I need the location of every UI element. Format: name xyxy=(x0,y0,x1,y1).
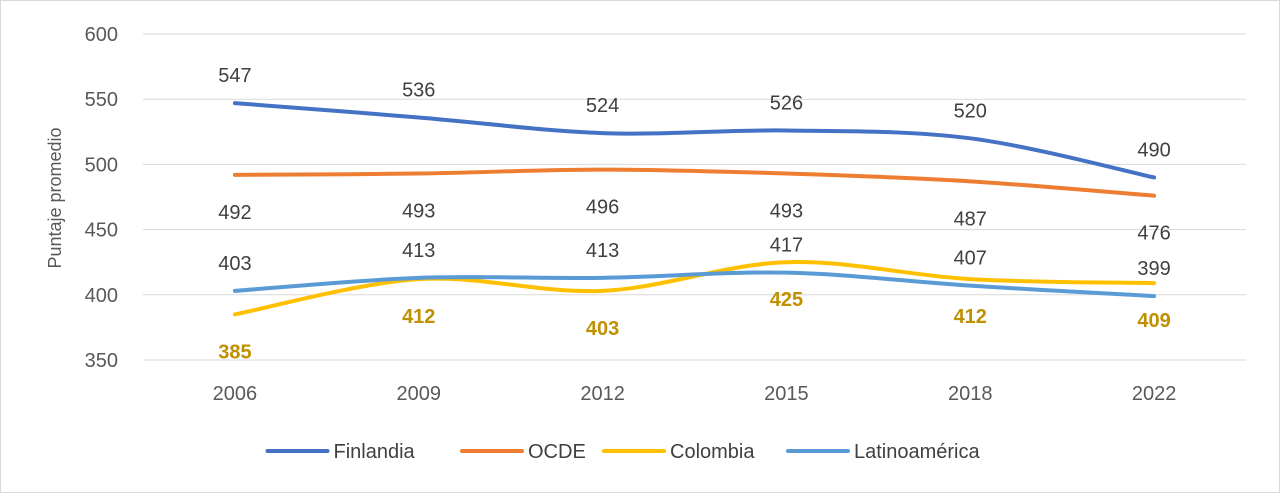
data-label-finlandia: 490 xyxy=(1137,139,1170,161)
x-tick-label: 2022 xyxy=(1132,383,1177,405)
x-tick-label: 2018 xyxy=(948,383,993,405)
series-line-latinoamerica xyxy=(232,270,1157,299)
data-label-latinoamerica: 413 xyxy=(402,240,435,262)
y-tick-label: 550 xyxy=(85,89,118,111)
legend-item-finlandia: Finlandia xyxy=(265,441,416,463)
legend-label: Finlandia xyxy=(334,441,416,463)
legend-label: OCDE xyxy=(528,441,586,463)
data-label-finlandia: 526 xyxy=(770,92,803,114)
data-label-ocde: 476 xyxy=(1137,223,1170,245)
series-lines xyxy=(232,101,1157,317)
data-label-finlandia: 524 xyxy=(586,95,619,117)
y-axis-label: Puntaje promedio xyxy=(45,127,65,268)
data-label-colombia: 412 xyxy=(954,306,987,328)
data-label-colombia: 403 xyxy=(586,318,619,340)
legend-label: Colombia xyxy=(670,441,755,463)
data-label-colombia: 385 xyxy=(218,341,251,363)
x-tick-label: 2006 xyxy=(213,383,258,405)
legend: Finlandia OCDE Colombia Latinoamérica xyxy=(265,441,981,463)
data-label-ocde: 496 xyxy=(586,197,619,219)
data-labels: 547 536 524 526 520 490 492 493 496 493 487 476 385 4… xyxy=(218,65,1171,363)
gridlines xyxy=(143,33,1246,361)
x-axis-ticks: 2006 2009 2012 2015 2018 2022 xyxy=(213,383,1177,405)
y-tick-label: 400 xyxy=(85,285,118,307)
data-label-ocde: 493 xyxy=(770,201,803,223)
data-label-ocde: 492 xyxy=(218,202,251,224)
data-label-ocde: 487 xyxy=(954,208,987,230)
legend-label: Latinoamérica xyxy=(854,441,981,463)
data-label-ocde: 493 xyxy=(402,201,435,223)
data-label-finlandia: 520 xyxy=(954,100,987,122)
legend-item-colombia: Colombia xyxy=(602,441,755,463)
x-tick-label: 2009 xyxy=(397,383,442,405)
data-label-colombia: 425 xyxy=(770,289,803,311)
data-label-latinoamerica: 417 xyxy=(770,235,803,257)
series-line-ocde xyxy=(232,167,1157,198)
y-tick-label: 350 xyxy=(85,350,118,372)
y-tick-label: 500 xyxy=(85,154,118,176)
y-tick-label: 600 xyxy=(85,24,118,46)
data-label-latinoamerica: 407 xyxy=(954,248,987,270)
data-label-latinoamerica: 413 xyxy=(586,240,619,262)
y-axis-ticks: 350 400 450 500 550 600 xyxy=(85,24,118,372)
data-label-finlandia: 547 xyxy=(218,65,251,87)
y-tick-label: 450 xyxy=(85,220,118,242)
x-tick-label: 2015 xyxy=(764,383,809,405)
series-line-finlandia xyxy=(232,101,1157,180)
legend-item-ocde: OCDE xyxy=(460,441,586,463)
data-label-finlandia: 536 xyxy=(402,79,435,101)
data-label-colombia: 409 xyxy=(1137,310,1170,332)
x-tick-label: 2012 xyxy=(580,383,625,405)
data-label-latinoamerica: 399 xyxy=(1137,258,1170,280)
data-label-latinoamerica: 403 xyxy=(218,253,251,275)
legend-item-latinoamerica: Latinoamérica xyxy=(786,441,981,463)
data-label-colombia: 412 xyxy=(402,306,435,328)
